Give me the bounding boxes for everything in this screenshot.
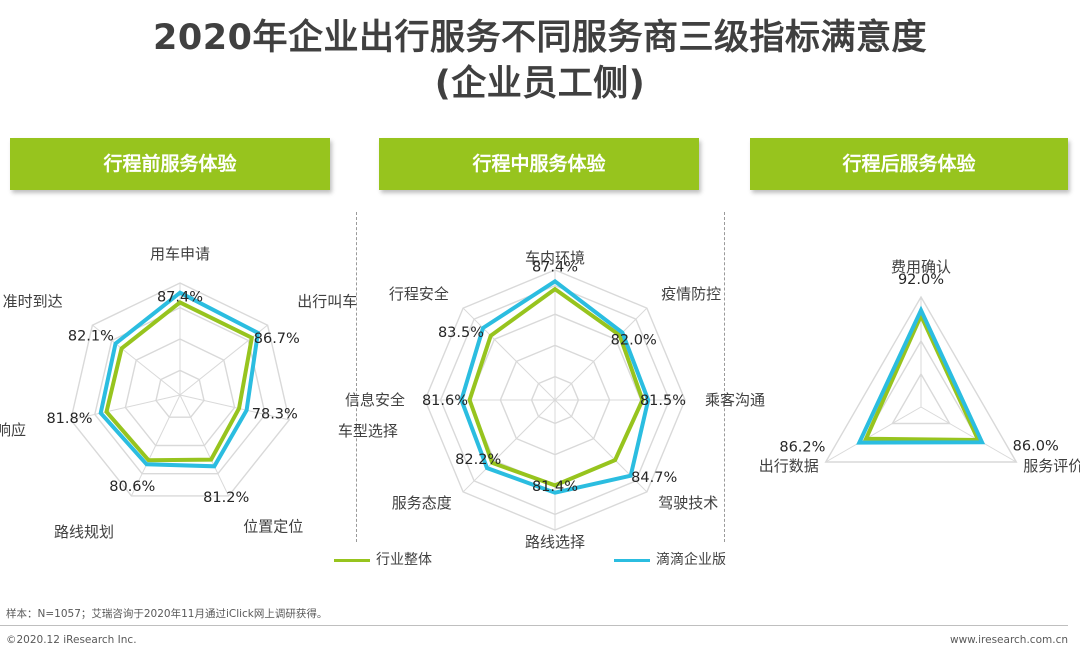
data-label: 86.0%	[1013, 439, 1059, 455]
data-label: 92.0%	[898, 272, 944, 288]
panel-header-post-trip: 行程后服务体验	[750, 138, 1068, 190]
data-label: 81.6%	[422, 393, 468, 409]
legend-label-didi: 滴滴企业版	[656, 552, 726, 568]
axis-label: 位置定位	[243, 518, 303, 536]
panel-divider	[356, 212, 357, 542]
axis-label: 路线规划	[54, 523, 114, 541]
axis-label: 订单响应	[0, 421, 26, 439]
axis-label: 服务评价	[1023, 457, 1080, 475]
axis-label: 驾驶技术	[658, 494, 718, 512]
footer-rule	[0, 625, 1068, 626]
series-line-didi	[856, 305, 986, 445]
axis-label: 费用确认	[891, 258, 951, 276]
data-label: 87.4%	[532, 260, 578, 276]
data-label: 87.4%	[157, 289, 203, 305]
series-line-didi	[98, 290, 261, 469]
panel-header-in-trip: 行程中服务体验	[379, 138, 699, 190]
legend-label-industry: 行业整体	[376, 552, 432, 568]
data-label: 86.2%	[779, 440, 825, 456]
axis-label: 乘客沟通	[705, 391, 765, 409]
data-label: 81.4%	[532, 479, 578, 495]
radar-grid-ring	[124, 338, 236, 447]
data-label: 82.0%	[611, 332, 657, 348]
data-label: 82.1%	[68, 329, 114, 345]
panel-header-pre-trip: 行程前服务体验	[10, 138, 330, 190]
legend-swatch-didi	[614, 559, 650, 562]
copyright: ©2020.12 iResearch Inc.	[6, 634, 137, 646]
series-line-industry	[467, 286, 645, 488]
chart-subtitle: (企业员工侧)	[434, 64, 646, 104]
radar-grid-ring	[94, 306, 266, 475]
axis-label: 疫情防控	[661, 285, 721, 303]
data-label: 83.5%	[438, 325, 484, 341]
axis-label: 服务态度	[392, 494, 452, 512]
chart-title: 2020年企业出行服务不同服务商三级指标满意度	[153, 18, 927, 58]
data-label: 82.2%	[455, 452, 501, 468]
radar-spoke	[554, 307, 648, 401]
axis-label: 准时到达	[3, 293, 63, 311]
radar-grid-ring	[824, 295, 1018, 463]
radar-spoke	[179, 394, 230, 497]
radar-grid-ring	[70, 282, 290, 497]
radar-grid-ring	[155, 369, 205, 418]
radar-spoke	[462, 399, 556, 493]
series-line-industry	[104, 300, 255, 463]
data-label: 81.8%	[46, 411, 92, 427]
radar-spoke	[92, 324, 181, 396]
axis-label: 出行数据	[759, 457, 819, 475]
radar-spoke	[70, 394, 181, 421]
radar-spoke	[920, 406, 1017, 463]
sample-note: 样本：N=1057；艾瑞咨询于2020年11月通过iClick网上调研获得。	[6, 608, 328, 620]
panel-divider	[724, 212, 725, 542]
radar-spoke	[825, 406, 922, 463]
legend-swatch-industry	[334, 559, 370, 562]
axis-label: 车内环境	[525, 249, 585, 267]
data-label: 86.7%	[254, 331, 300, 347]
axis-label: 车型选择	[338, 422, 398, 440]
radar-spoke	[462, 307, 556, 401]
axis-label: 路线选择	[525, 533, 585, 551]
data-label: 81.5%	[640, 393, 686, 409]
data-label: 78.3%	[252, 406, 298, 422]
series-line-industry	[863, 310, 982, 443]
radar-spoke	[130, 394, 181, 497]
radar-spoke	[179, 394, 290, 421]
axis-label: 出行叫车	[297, 293, 357, 311]
axis-label: 信息安全	[345, 391, 405, 409]
radar-grid-ring	[891, 372, 951, 425]
series-line-didi	[459, 278, 651, 495]
axis-label: 用车申请	[150, 245, 210, 263]
data-label: 80.6%	[109, 479, 155, 495]
axis-label: 行程安全	[389, 285, 449, 303]
website: www.iresearch.com.cn	[949, 634, 1068, 646]
data-label: 81.2%	[203, 490, 249, 506]
data-label: 84.7%	[631, 470, 677, 486]
